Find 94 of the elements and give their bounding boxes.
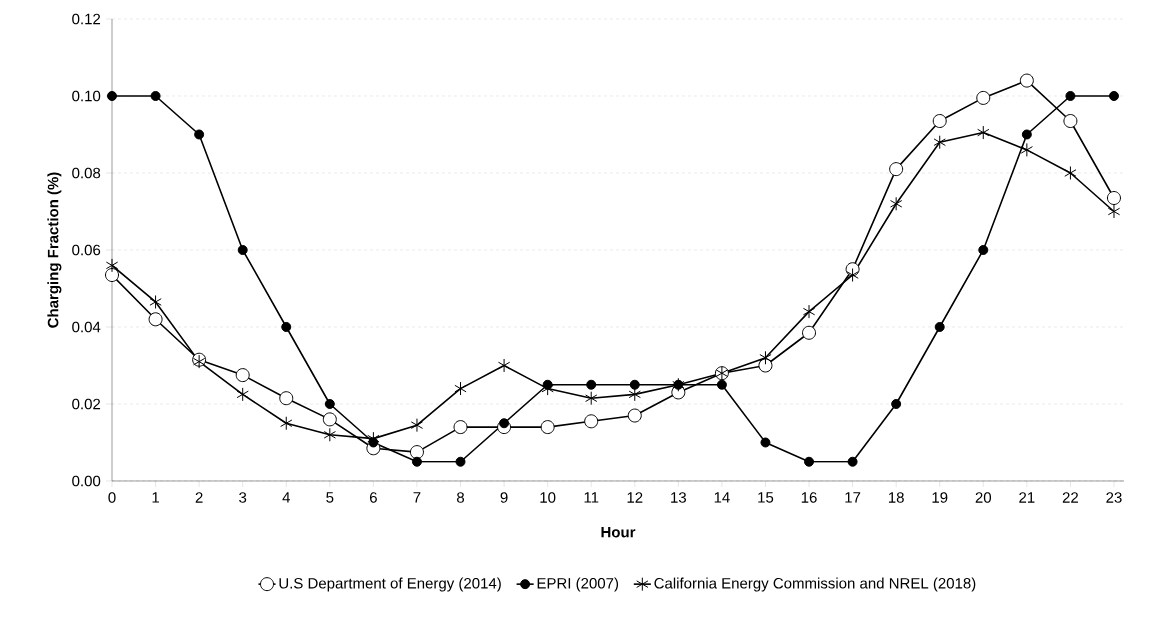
point: [237, 244, 248, 255]
point: [105, 258, 119, 273]
point: [847, 456, 858, 467]
x-tick-label: 1: [152, 492, 160, 503]
point: [280, 416, 293, 431]
x-tick-label: 13: [671, 492, 687, 503]
point: [759, 350, 772, 365]
point: [890, 196, 903, 211]
point: [1065, 90, 1076, 101]
x-axis-title: Hour: [601, 527, 636, 538]
point: [322, 412, 337, 427]
x-tick-label: 18: [888, 492, 904, 503]
point: [628, 387, 641, 402]
point: [1108, 90, 1119, 101]
point: [629, 379, 640, 390]
point: [1020, 142, 1033, 157]
point: [455, 456, 466, 467]
x-tick-label: 3: [239, 492, 247, 503]
point: [497, 358, 511, 373]
point: [150, 90, 161, 101]
point: [1106, 191, 1121, 206]
point: [105, 268, 120, 283]
point: [1064, 165, 1077, 180]
point: [281, 321, 292, 332]
y-tick-label: 0.00: [72, 475, 101, 487]
point: [324, 398, 335, 409]
point: [411, 456, 422, 467]
x-tick-label: 22: [1062, 492, 1078, 503]
x-tick-label: 5: [326, 492, 334, 503]
point: [804, 456, 815, 467]
y-axis-title: Charging Fraction (%): [47, 172, 62, 328]
point: [889, 162, 904, 177]
point: [149, 294, 162, 309]
point: [976, 90, 991, 105]
point: [454, 381, 467, 396]
point: [978, 244, 989, 255]
point: [1107, 204, 1121, 219]
x-tick-label: 7: [413, 492, 421, 503]
x-tick-label: 16: [801, 492, 817, 503]
point: [891, 398, 902, 409]
point: [410, 418, 424, 433]
point: [235, 368, 250, 383]
y-tick-label: 0.04: [72, 321, 101, 333]
point: [409, 445, 424, 460]
point: [584, 414, 599, 429]
y-tick-label: 0.12: [72, 13, 101, 25]
x-tick-label: 2: [195, 492, 203, 503]
x-tick-label: 0: [108, 492, 116, 503]
point: [758, 358, 773, 373]
x-tick-label: 12: [627, 492, 643, 503]
point: [279, 391, 294, 406]
point: [148, 312, 163, 327]
x-tick-label: 21: [1019, 492, 1035, 503]
point: [585, 391, 598, 406]
point: [1063, 114, 1078, 129]
x-tick-label: 17: [845, 492, 861, 503]
x-tick-label: 14: [714, 492, 730, 503]
x-tick-label: 15: [758, 492, 774, 503]
x-tick-label: 9: [500, 492, 508, 503]
point: [934, 321, 945, 332]
point: [540, 420, 555, 435]
y-tick-label: 0.02: [72, 398, 101, 410]
point: [802, 325, 817, 340]
point: [802, 304, 816, 319]
point: [499, 418, 510, 429]
y-tick-label: 0.08: [72, 167, 101, 179]
x-tick-label: 10: [540, 492, 556, 503]
x-tick-label: 19: [932, 492, 948, 503]
point: [107, 90, 118, 101]
y-tick-label: 0.06: [72, 244, 101, 256]
point: [1019, 73, 1034, 88]
point: [846, 268, 859, 283]
point: [323, 427, 336, 442]
legend-label: EPRI (2007): [537, 577, 619, 592]
x-tick-label: 4: [282, 492, 290, 503]
x-tick-label: 11: [584, 492, 599, 503]
point: [977, 125, 990, 140]
point: [194, 129, 205, 140]
point: [627, 408, 642, 423]
legend-label: U.S Department of Energy (2014): [279, 577, 501, 592]
point: [932, 114, 947, 129]
point: [933, 135, 946, 150]
point: [716, 379, 727, 390]
x-tick-label: 8: [457, 492, 465, 503]
legend-label: California Energy Commission and NREL (2018): [654, 577, 976, 592]
point: [586, 379, 597, 390]
x-tick-label: 20: [975, 492, 992, 503]
point: [453, 420, 468, 435]
point: [236, 387, 249, 402]
point: [760, 437, 771, 448]
point: [1021, 129, 1032, 140]
y-tick-label: 0.10: [72, 90, 101, 102]
x-tick-label: 23: [1106, 492, 1122, 503]
x-tick-label: 6: [369, 492, 377, 503]
